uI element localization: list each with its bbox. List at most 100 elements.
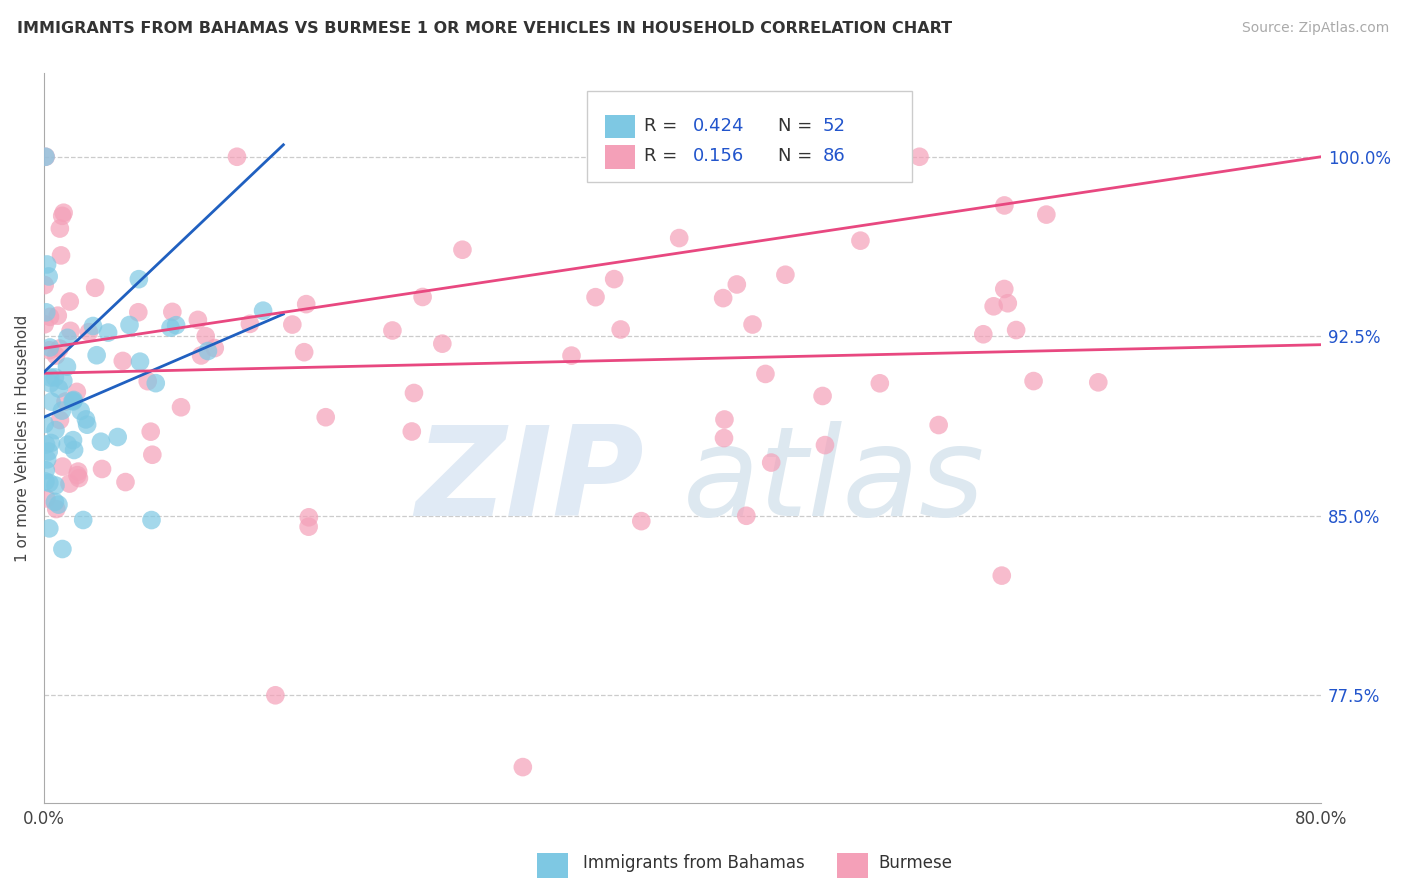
Point xyxy=(997,296,1019,310)
Point xyxy=(114,475,136,489)
Point xyxy=(52,459,75,474)
Point xyxy=(66,468,89,483)
Point xyxy=(1035,208,1057,222)
Text: R =: R = xyxy=(644,117,678,135)
Text: atlas: atlas xyxy=(682,421,984,542)
Point xyxy=(165,318,187,333)
Point xyxy=(35,463,58,477)
Point xyxy=(34,417,56,431)
Point xyxy=(145,376,167,391)
Point xyxy=(63,442,86,457)
Point xyxy=(281,318,304,332)
Point xyxy=(66,384,89,399)
Point xyxy=(139,425,162,439)
Point xyxy=(77,325,100,339)
Point xyxy=(315,410,337,425)
Point xyxy=(72,513,94,527)
Point xyxy=(127,305,149,319)
Point xyxy=(55,394,77,409)
Point xyxy=(741,318,763,332)
Point xyxy=(84,281,107,295)
Point xyxy=(972,327,994,342)
Point xyxy=(226,150,249,164)
Point xyxy=(560,349,582,363)
Point xyxy=(48,382,70,396)
Point xyxy=(775,268,797,282)
Point xyxy=(239,317,262,331)
Point xyxy=(49,413,72,427)
Point xyxy=(62,392,84,407)
Point xyxy=(162,305,184,319)
Point xyxy=(49,221,72,235)
Point xyxy=(97,326,120,340)
Point xyxy=(62,394,84,409)
Text: IMMIGRANTS FROM BAHAMAS VS BURMESE 1 OR MORE VEHICLES IN HOUSEHOLD CORRELATION C: IMMIGRANTS FROM BAHAMAS VS BURMESE 1 OR … xyxy=(17,21,952,36)
Point xyxy=(76,417,98,432)
Point xyxy=(298,519,321,533)
Point xyxy=(725,277,748,292)
Point xyxy=(990,568,1012,582)
Point xyxy=(1005,323,1028,337)
Point xyxy=(59,294,82,309)
Point xyxy=(412,290,434,304)
Point xyxy=(761,456,783,470)
Point xyxy=(814,438,837,452)
Point xyxy=(59,324,82,338)
Text: ZIP: ZIP xyxy=(415,421,644,542)
Point xyxy=(754,367,776,381)
Point xyxy=(869,376,891,391)
Point xyxy=(107,430,129,444)
FancyBboxPatch shape xyxy=(605,114,636,138)
Point xyxy=(38,444,60,458)
Point xyxy=(811,389,834,403)
Point xyxy=(983,299,1005,313)
Point xyxy=(735,508,758,523)
Point xyxy=(56,359,79,374)
Point xyxy=(39,436,62,450)
Point xyxy=(34,278,56,293)
Point xyxy=(51,541,73,556)
Point xyxy=(141,513,163,527)
Point xyxy=(668,231,690,245)
Y-axis label: 1 or more Vehicles in Household: 1 or more Vehicles in Household xyxy=(15,314,30,562)
Point xyxy=(194,329,217,343)
Point xyxy=(75,412,97,426)
Point xyxy=(48,342,70,356)
Point xyxy=(204,341,226,355)
Point xyxy=(34,318,56,332)
Point xyxy=(129,354,152,368)
Point xyxy=(35,491,58,506)
Point xyxy=(48,498,70,512)
Point xyxy=(82,318,104,333)
Point xyxy=(1022,374,1045,388)
Text: 0.156: 0.156 xyxy=(693,147,744,165)
Point xyxy=(34,475,56,489)
Point xyxy=(381,324,404,338)
Text: Source: ZipAtlas.com: Source: ZipAtlas.com xyxy=(1241,21,1389,35)
Point xyxy=(56,331,79,345)
Point xyxy=(46,309,69,323)
Point xyxy=(51,403,73,417)
Point xyxy=(37,452,59,467)
Point xyxy=(118,318,141,332)
Point xyxy=(170,401,193,415)
Point xyxy=(38,269,60,284)
Point xyxy=(512,760,534,774)
Point xyxy=(69,404,91,418)
Point xyxy=(187,313,209,327)
Point xyxy=(52,205,75,219)
Text: Immigrants from Bahamas: Immigrants from Bahamas xyxy=(583,855,806,872)
Point xyxy=(603,272,626,286)
Point xyxy=(298,510,321,524)
Point xyxy=(52,374,75,388)
Point xyxy=(928,418,950,433)
Point xyxy=(58,476,80,491)
Point xyxy=(67,465,90,479)
Point xyxy=(39,370,62,384)
Point xyxy=(630,514,652,528)
Point xyxy=(45,502,67,516)
Point xyxy=(128,272,150,286)
Point xyxy=(44,423,66,437)
Point xyxy=(62,433,84,447)
Point xyxy=(252,303,274,318)
